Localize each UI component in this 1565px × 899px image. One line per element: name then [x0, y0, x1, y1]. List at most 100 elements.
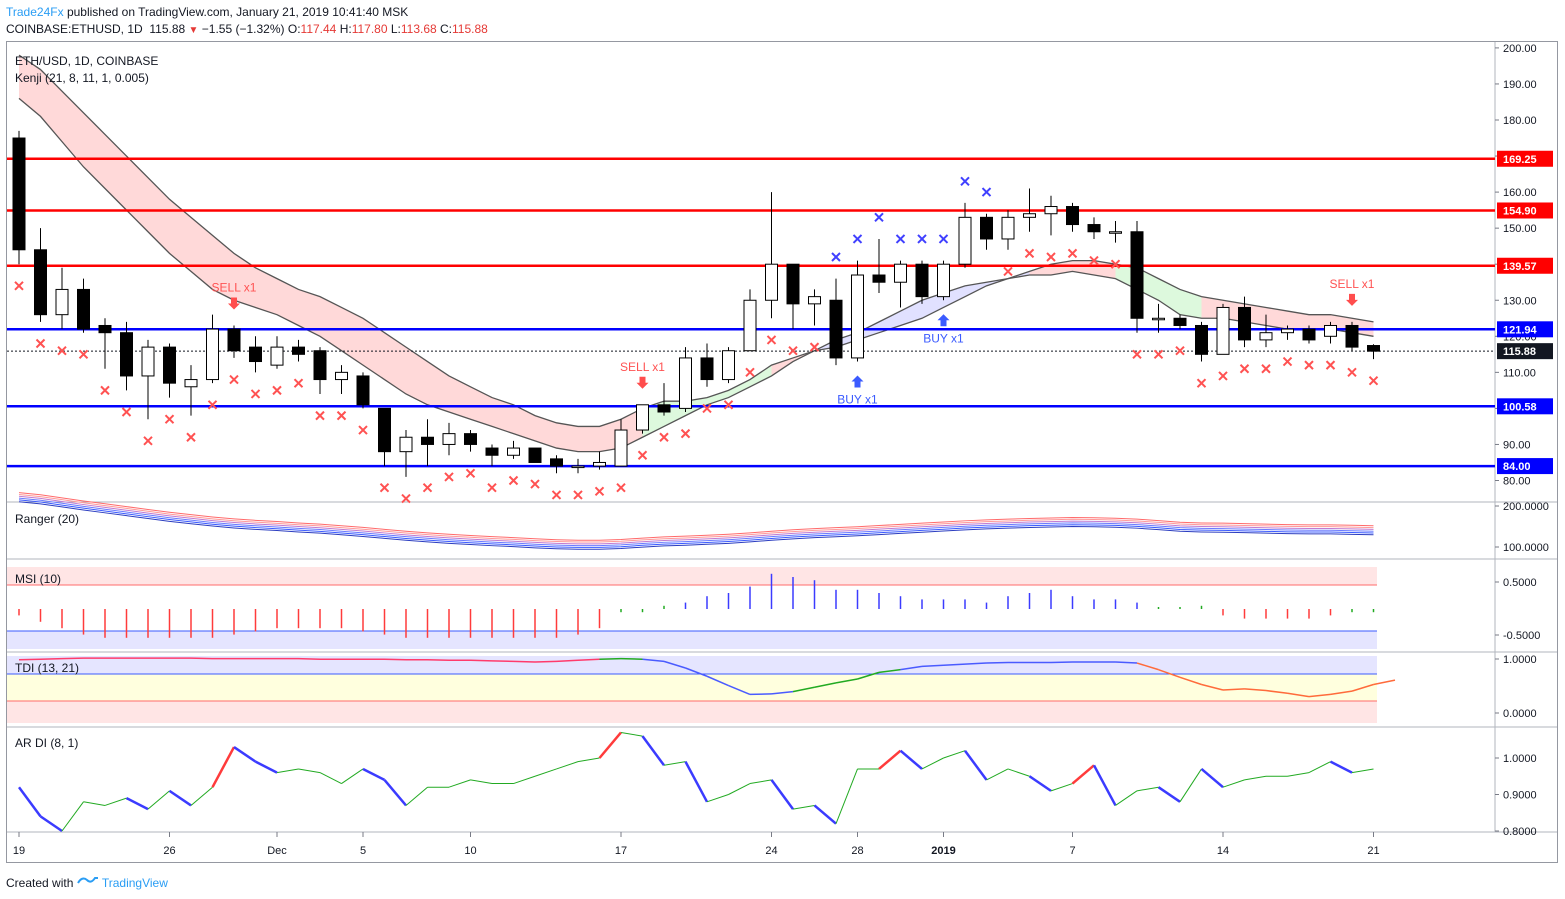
main-indicator-label: Kenji (21, 8, 11, 1, 0.005): [15, 71, 149, 85]
candle-body: [550, 458, 563, 467]
candle: [120, 321, 133, 391]
candle-body: [593, 461, 606, 467]
sell-signal-label: SELL x1: [212, 280, 257, 294]
down-triangle-icon: ▼: [188, 25, 199, 36]
candle-body: [120, 332, 133, 377]
tradingview-brand[interactable]: TradingView: [101, 876, 168, 890]
candle-body: [1345, 324, 1359, 348]
ardi-line-segment: [362, 767, 386, 782]
stop-marker: [1110, 259, 1121, 269]
ardi-line-segment: [556, 761, 579, 770]
tdi-line-segment: [814, 682, 837, 688]
stop-marker: [637, 450, 648, 460]
kenji-band-fill: [728, 379, 750, 398]
tdi-line-segment: [943, 663, 966, 666]
y-tick-label: 160.00: [1503, 187, 1537, 199]
ardi-line-segment: [319, 772, 342, 784]
ardi-line-segment: [878, 749, 902, 770]
ardi-line-segment: [1007, 768, 1030, 777]
stop-marker: [57, 346, 67, 356]
ardi-line-segment: [534, 768, 557, 777]
last-price-label: 115.88: [1503, 346, 1536, 358]
candle-body: [679, 357, 692, 409]
candle: [378, 407, 391, 467]
tdi-line-segment: [835, 678, 858, 684]
kenji-band-fill: [277, 278, 299, 326]
publish-info: Trade24Fx published on TradingView.com, …: [6, 5, 408, 19]
tdi-line-segment: [1330, 690, 1353, 696]
y-tick-label: 110.00: [1503, 367, 1536, 379]
candle-body: [1302, 328, 1316, 341]
candle: [1238, 296, 1251, 348]
tradingview-logo-icon[interactable]: [76, 876, 102, 890]
ardi-line-segment: [835, 768, 858, 824]
stop-marker: [1132, 349, 1142, 360]
y-tick-label: 80.00: [1503, 476, 1531, 488]
candle-body: [421, 436, 434, 445]
stop-marker: [186, 432, 196, 442]
open-value: 117.44: [300, 22, 337, 36]
level-price-label: 154.90: [1503, 205, 1537, 217]
tdi-lower-zone: [7, 701, 1377, 723]
stop-marker: [1325, 360, 1336, 370]
kenji-band-fill: [255, 267, 277, 315]
candle: [163, 343, 176, 398]
x-tick-label: 17: [615, 845, 627, 857]
ardi-line-segment: [233, 746, 257, 763]
chart-frame[interactable]: 80.0090.00100.00110.00120.00130.00140.00…: [6, 41, 1558, 863]
kenji-band-fill: [771, 357, 793, 376]
buy-signal-label: BUY x1: [923, 331, 964, 345]
ardi-line-segment: [963, 749, 988, 781]
tdi-line-segment: [384, 658, 407, 661]
candle: [1044, 195, 1058, 236]
tdi-line-segment: [470, 659, 493, 662]
candle-body: [55, 288, 69, 316]
candle-body: [1195, 324, 1208, 355]
stop-marker: [1261, 364, 1271, 374]
ardi-line-segment: [641, 735, 666, 767]
candle: [550, 455, 563, 474]
candle: [872, 238, 886, 294]
ardi-line-segment: [792, 804, 815, 810]
ardi-line-segment: [620, 731, 643, 737]
chart-canvas[interactable]: 80.0090.00100.00110.00120.00130.00140.00…: [7, 42, 1557, 862]
ardi-line-segment: [1028, 775, 1052, 792]
y-tick-label: 150.00: [1503, 223, 1537, 235]
ardi-line-segment: [813, 804, 837, 825]
candle-body: [184, 379, 198, 388]
kenji-band-fill: [105, 134, 127, 211]
stop-marker: [315, 410, 325, 421]
candle-body: [1087, 224, 1101, 233]
candle-body: [464, 433, 477, 445]
ardi-line-segment: [211, 746, 236, 788]
stop-marker: [444, 472, 454, 482]
stop-marker: [831, 252, 841, 262]
ardi-line-segment: [1244, 775, 1267, 781]
stop-marker: [293, 378, 304, 388]
x-tick-label: 24: [765, 845, 777, 857]
ardi-tick-label: 0.8000: [1503, 826, 1537, 838]
msi-tick-label: -0.5000: [1503, 630, 1540, 642]
ardi-line-segment: [943, 750, 966, 759]
candle: [765, 192, 778, 319]
candle-body: [1367, 345, 1380, 352]
kenji-band-fill: [922, 293, 944, 319]
candle: [1302, 325, 1316, 344]
candle: [1087, 217, 1101, 239]
tdi-line-segment: [556, 659, 579, 663]
publisher-name[interactable]: Trade24Fx: [6, 5, 64, 19]
buy-arrow-icon: [851, 375, 864, 388]
candle-body: [958, 216, 972, 265]
stop-marker: [1282, 356, 1293, 367]
kenji-band-fill: [427, 361, 449, 413]
stop-marker: [594, 486, 605, 497]
candle: [77, 278, 90, 333]
sell-arrow-icon: [636, 376, 649, 389]
tdi-line-segment: [964, 662, 987, 665]
low-value: 113.68: [400, 22, 437, 36]
stop-marker: [745, 367, 755, 378]
candle: [421, 419, 434, 467]
tdi-line-segment: [685, 667, 708, 677]
tdi-line-segment: [61, 657, 84, 660]
candle: [12, 130, 26, 265]
